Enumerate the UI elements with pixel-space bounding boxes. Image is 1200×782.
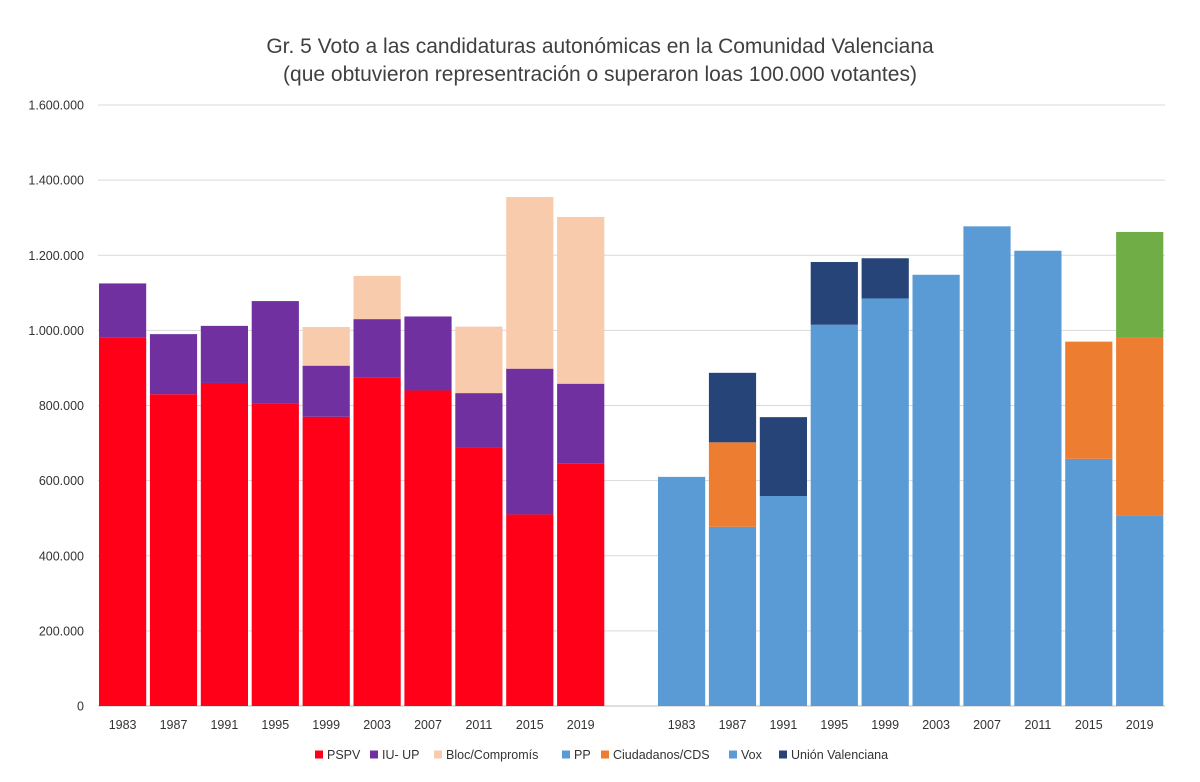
x-tick-label: 1999	[312, 718, 340, 732]
legend-label: Ciudadanos/CDS	[613, 748, 710, 762]
bar-segment-uni-n-valenciana	[861, 258, 909, 299]
legend-label: IU- UP	[382, 748, 420, 762]
y-tick-label: 1.400.000	[28, 174, 84, 188]
bar-segment-iu-up	[404, 316, 452, 391]
chart-subtitle: (que obtuvieron representración o supera…	[283, 63, 917, 86]
x-tick-label: 1987	[719, 718, 747, 732]
bar-segment-pp	[1116, 515, 1164, 706]
bar-segment-pspv	[99, 337, 147, 706]
chart-title: Gr. 5 Voto a las candidaturas autonómica…	[266, 35, 934, 58]
legend-label: PP	[574, 748, 591, 762]
bar-segment-pspv	[200, 382, 248, 706]
bar-segment-pp	[912, 274, 960, 706]
y-tick-label: 1.200.000	[28, 249, 84, 263]
bar-segment-iu-up	[455, 393, 503, 448]
bar-segment-ciudadanos-cds	[1116, 337, 1164, 516]
legend-label: PSPV	[327, 748, 361, 762]
bar-segment-pp	[810, 324, 858, 706]
x-tick-label: 2011	[465, 718, 492, 732]
bar-segment-pp	[963, 226, 1011, 706]
x-tick-label: 1999	[871, 718, 899, 732]
legend-swatch	[601, 750, 609, 759]
bar-segment-pspv	[251, 403, 299, 706]
bar-segment-iu-up	[149, 334, 198, 395]
bar-segment-ciudadanos-cds	[708, 442, 757, 527]
x-tick-label: 1991	[210, 718, 238, 732]
bar-segment-pspv	[353, 377, 401, 706]
x-tick-label: 2003	[363, 718, 391, 732]
x-tick-label: 1983	[668, 718, 696, 732]
bar-segment-iu-up	[557, 383, 605, 464]
bar-segment-pspv	[557, 463, 605, 706]
x-tick-label: 2007	[414, 718, 442, 732]
bar-segment-uni-n-valenciana	[708, 372, 757, 443]
y-tick-label: 0	[77, 700, 84, 714]
bar-segment-pp	[1065, 458, 1113, 706]
x-tick-label: 2015	[516, 718, 544, 732]
x-tick-label: 1991	[769, 718, 797, 732]
bar-segment-iu-up	[302, 365, 350, 417]
bar-segment-pp	[861, 298, 909, 706]
legend-swatch	[315, 750, 323, 759]
y-tick-label: 1.000.000	[28, 324, 84, 338]
bar-segment-bloc-comprom-s	[506, 197, 554, 369]
bar-segment-ciudadanos-cds	[1065, 341, 1113, 459]
bar-segment-iu-up	[506, 368, 554, 515]
bar-segment-iu-up	[99, 283, 147, 338]
bar-segment-pspv	[506, 514, 554, 706]
legend-swatch	[370, 750, 378, 759]
bar-segment-pp	[1014, 250, 1062, 706]
legend-swatch	[779, 750, 787, 759]
legend-label: Bloc/Compromís	[446, 748, 538, 762]
x-tick-label: 2019	[567, 718, 595, 732]
bar-segment-iu-up	[353, 319, 401, 378]
bar-segment-iu-up	[200, 325, 248, 383]
bar-segment-bloc-comprom-s	[455, 326, 503, 394]
bar-segment-bloc-comprom-s	[302, 326, 350, 366]
bar-segment-bloc-comprom-s	[557, 216, 605, 384]
bar-segment-pspv	[404, 390, 452, 706]
bar-segment-iu-up	[251, 301, 299, 404]
bar-segment-pp	[708, 526, 757, 706]
bar-segment-pspv	[302, 416, 350, 706]
y-tick-label: 400.000	[39, 549, 84, 563]
x-tick-label: 2011	[1024, 718, 1051, 732]
y-tick-label: 600.000	[39, 474, 84, 488]
bar-segment-vox	[1116, 231, 1164, 338]
y-tick-label: 1.600.000	[28, 99, 84, 113]
bar-segment-uni-n-valenciana	[759, 417, 807, 497]
x-tick-label: 2019	[1126, 718, 1154, 732]
bar-segment-pspv	[455, 447, 503, 706]
legend-swatch	[729, 750, 737, 759]
bar-segment-bloc-comprom-s	[353, 275, 401, 320]
bar-segment-uni-n-valenciana	[810, 262, 858, 325]
legend-label: Unión Valenciana	[791, 748, 888, 762]
y-tick-label: 800.000	[39, 399, 84, 413]
bar-segment-pspv	[149, 394, 198, 706]
x-tick-label: 2007	[973, 718, 1001, 732]
x-tick-label: 1995	[261, 718, 289, 732]
legend-label: Vox	[741, 748, 763, 762]
x-tick-label: 2003	[922, 718, 950, 732]
x-tick-label: 1983	[109, 718, 137, 732]
legend-swatch	[562, 750, 570, 759]
bar-segment-pp	[759, 496, 807, 706]
x-tick-label: 1995	[820, 718, 848, 732]
legend-swatch	[434, 750, 442, 759]
bar-segment-pp	[658, 476, 706, 706]
x-tick-label: 1987	[160, 718, 188, 732]
y-tick-label: 200.000	[39, 624, 84, 638]
x-tick-label: 2015	[1075, 718, 1103, 732]
